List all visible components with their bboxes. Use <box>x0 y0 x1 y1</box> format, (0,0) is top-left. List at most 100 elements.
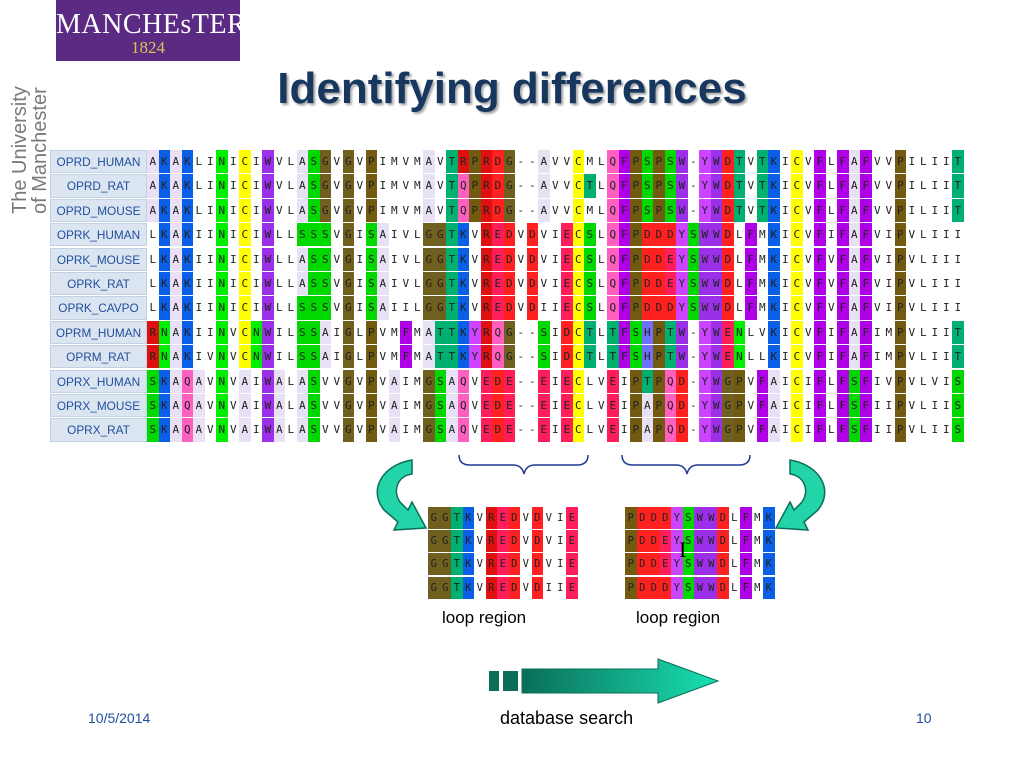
residue-cell: T <box>446 247 458 271</box>
residue-cell: S <box>296 223 308 247</box>
residue-cell: S <box>308 393 320 418</box>
residue-cell: T <box>952 198 964 223</box>
residue-cell: N <box>216 418 228 442</box>
residue-cell: L <box>584 369 596 393</box>
residue-cell: R <box>480 150 492 174</box>
residue-cell: I <box>929 223 941 247</box>
residue-cell: L <box>595 247 607 271</box>
residue-cell: I <box>227 296 239 320</box>
residue-cell: G <box>342 320 354 345</box>
residue-cell: L <box>285 198 297 223</box>
residue-cell: A <box>388 418 400 442</box>
residue-cell: N <box>216 198 228 223</box>
residue-cell: K <box>457 271 469 296</box>
residue-cell: R <box>480 320 492 345</box>
residue-cell: A <box>848 174 860 198</box>
residue-cell: Q <box>664 418 676 442</box>
residue-cell: Q <box>181 369 193 393</box>
residue-cell: Q <box>607 198 619 223</box>
residue-cell: S <box>538 345 550 369</box>
residue-cell: G <box>319 174 331 198</box>
residue-cell: D <box>676 369 688 393</box>
residue-cell: P <box>733 369 745 393</box>
sequence-name-label: OPRK_CAVPO <box>50 296 147 320</box>
residue-cell: Y <box>676 271 688 296</box>
residue-cell: V <box>204 369 216 393</box>
residue-cell: A <box>848 223 860 247</box>
residue-cell: I <box>871 393 883 418</box>
residue-cell: N <box>158 320 170 345</box>
residue-cell: D <box>653 296 665 320</box>
residue-cell: K <box>768 198 780 223</box>
residue-cell: W <box>262 223 274 247</box>
residue-cell: A <box>377 247 389 271</box>
residue-cell: S <box>641 198 653 223</box>
residue-cell: L <box>733 271 745 296</box>
residue-cell: V <box>520 507 532 529</box>
residue-cell: V <box>906 345 918 369</box>
residue-cell: V <box>906 271 918 296</box>
residue-cell: A <box>446 418 458 442</box>
residue-cell: F <box>860 247 872 271</box>
residue-cell: V <box>469 223 481 247</box>
residue-cell: F <box>745 247 757 271</box>
residue-cell: C <box>239 198 251 223</box>
residue-cell: F <box>837 345 849 369</box>
residue-cell: L <box>745 320 757 345</box>
residue-cell: V <box>595 369 607 393</box>
residue-cell: L <box>411 223 423 247</box>
residue-cell: W <box>262 369 274 393</box>
residue-cell: V <box>331 223 343 247</box>
residue-cell: V <box>474 553 486 576</box>
residue-cell: I <box>538 296 550 320</box>
residue-cell: L <box>825 198 837 223</box>
residue-cell: F <box>860 418 872 442</box>
residue-cell: I <box>906 174 918 198</box>
residue-cell: Q <box>492 320 504 345</box>
residue-cell: T <box>584 345 596 369</box>
residue-cell: V <box>520 553 532 576</box>
residue-cell: L <box>917 223 929 247</box>
residue-cell: V <box>906 418 918 442</box>
residue-cell: K <box>181 320 193 345</box>
residue-cell: V <box>520 530 532 553</box>
residue-cell: L <box>595 198 607 223</box>
residue-cell: F <box>837 271 849 296</box>
residue-cell: P <box>630 247 642 271</box>
residue-cell: T <box>641 369 653 393</box>
residue-cell: A <box>423 150 435 174</box>
residue-cell: N <box>158 345 170 369</box>
residue-cell: V <box>377 418 389 442</box>
residue-cell: F <box>745 271 757 296</box>
residue-cell: M <box>751 530 763 553</box>
residue-cell: S <box>308 247 320 271</box>
residue-cell: I <box>400 393 412 418</box>
residue-cell: L <box>595 174 607 198</box>
residue-cell: M <box>584 150 596 174</box>
residue-cell: E <box>503 393 515 418</box>
residue-cell: V <box>595 418 607 442</box>
residue-cell: Y <box>469 320 481 345</box>
residue-cell: S <box>365 247 377 271</box>
residue-cell: V <box>906 296 918 320</box>
residue-cell: D <box>722 223 734 247</box>
residue-cell: L <box>285 320 297 345</box>
residue-cell: C <box>791 223 803 247</box>
residue-cell: P <box>630 271 642 296</box>
residue-cell: V <box>204 418 216 442</box>
residue-cell: A <box>193 369 205 393</box>
residue-cell: V <box>906 247 918 271</box>
residue-cell: I <box>388 296 400 320</box>
residue-cell: I <box>388 223 400 247</box>
residue-cell: M <box>756 271 768 296</box>
residue-cell: E <box>566 553 578 576</box>
residue-cell: G <box>423 418 435 442</box>
residue-cell: E <box>492 223 504 247</box>
residue-cell: F <box>740 530 752 553</box>
residue-cell: Q <box>664 393 676 418</box>
residue-cell: K <box>158 247 170 271</box>
